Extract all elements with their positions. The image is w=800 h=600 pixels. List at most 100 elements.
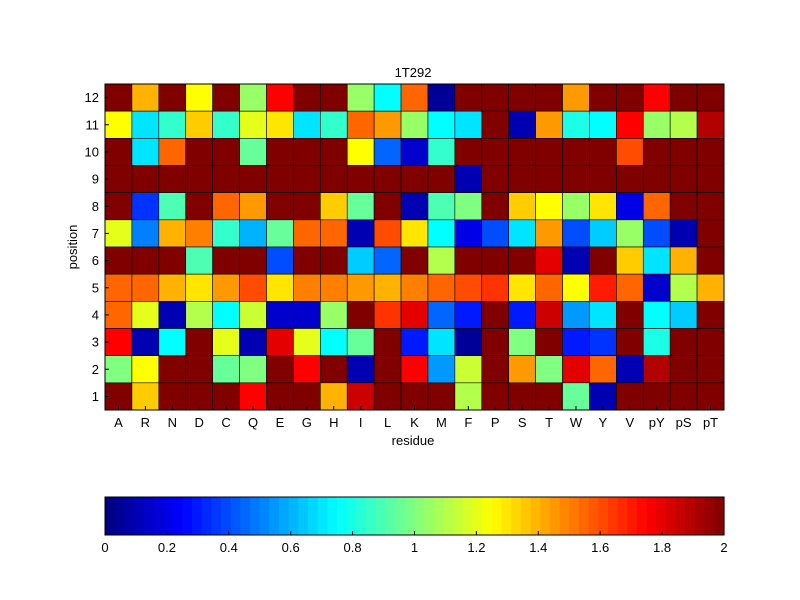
heatmap-cell [346, 328, 375, 356]
heatmap-cell [266, 110, 294, 139]
colorbar-segment [172, 497, 183, 535]
heatmap-cell [400, 301, 429, 329]
heatmap-cell [427, 328, 456, 356]
heatmap-cell [454, 83, 483, 112]
heatmap-cell [481, 328, 509, 356]
y-tick-label: 7 [92, 226, 99, 241]
heatmap-cell [185, 273, 213, 302]
heatmap-cell [400, 165, 429, 193]
heatmap-cell [427, 301, 456, 329]
heatmap-cell [696, 273, 725, 302]
heatmap-cell [239, 110, 267, 139]
heatmap-cell [535, 273, 563, 302]
heatmap-cell [373, 110, 402, 139]
colorbar-segment [588, 497, 599, 535]
heatmap-cell [212, 110, 240, 139]
heatmap-cell [239, 138, 267, 166]
heatmap-cell [104, 138, 133, 166]
heatmap-cell [346, 382, 375, 411]
heatmap-cell [158, 138, 187, 166]
x-tick-label: S [518, 415, 527, 430]
heatmap-cell [616, 165, 644, 193]
heatmap-cell [266, 328, 294, 356]
heatmap-cell [400, 328, 429, 356]
colorbar-segment [520, 497, 532, 535]
heatmap-cell [212, 138, 240, 166]
heatmap-cell [104, 83, 133, 112]
colorbar-segment [656, 497, 667, 535]
colorbar-segment [617, 497, 628, 535]
heatmap-cell [293, 138, 321, 166]
heatmap-cell [454, 165, 483, 193]
x-tick-label: pS [676, 415, 692, 430]
heatmap-cell [319, 273, 348, 302]
colorbar-segment [182, 497, 193, 535]
chart-title: 1T292 [395, 65, 432, 80]
heatmap-cell [239, 301, 267, 329]
x-tick-label: C [221, 415, 230, 430]
heatmap-cell [427, 246, 456, 275]
heatmap-cell [293, 273, 321, 302]
heatmap-cell [427, 110, 456, 139]
x-tick-label: Y [599, 415, 608, 430]
heatmap-cell [589, 192, 617, 221]
colorbar-segment [607, 497, 619, 535]
heatmap-cell [508, 165, 536, 193]
colorbar-segment [143, 497, 154, 535]
heatmap-cell [589, 219, 617, 248]
heatmap-cell [669, 301, 698, 329]
colorbar-segment [124, 497, 135, 535]
heatmap-cell [239, 355, 267, 384]
colorbar-tick-label: 0.2 [158, 540, 176, 555]
colorbar-segment [385, 497, 396, 535]
heatmap-cell [158, 355, 187, 384]
heatmap-cell [319, 110, 348, 139]
heatmap-cell [293, 328, 321, 356]
heatmap-cell [373, 328, 402, 356]
heatmap-cell [212, 192, 240, 221]
heatmap-cell [266, 382, 294, 411]
heatmap-cell [642, 328, 671, 356]
heatmap-cell [346, 355, 375, 384]
heatmap-cell [535, 328, 563, 356]
heatmap-cell [696, 246, 725, 275]
heatmap-cell [535, 165, 563, 193]
heatmap-cell [400, 83, 429, 112]
y-tick-label: 6 [92, 253, 99, 268]
heatmap-cell [427, 355, 456, 384]
heatmap-cell [319, 165, 348, 193]
colorbar-segment [346, 497, 358, 535]
colorbar-segment [636, 497, 648, 535]
heatmap-cell [508, 301, 536, 329]
heatmap-cell [104, 328, 133, 356]
heatmap-cell [266, 273, 294, 302]
x-tick-label: W [570, 415, 583, 430]
heatmap-cell [131, 219, 160, 248]
heatmap-cell [535, 355, 563, 384]
heatmap-cell [400, 246, 429, 275]
heatmap-cell [562, 328, 590, 356]
heatmap-cell [239, 246, 267, 275]
heatmap-cell [239, 165, 267, 193]
heatmap-cell [535, 83, 563, 112]
y-tick-label: 12 [85, 90, 99, 105]
heatmap-cell [589, 83, 617, 112]
heatmap-cell [535, 382, 563, 411]
y-tick-label: 11 [86, 117, 100, 132]
y-tick-label: 3 [92, 335, 99, 350]
heatmap-cell [400, 219, 429, 248]
heatmap-cell [616, 382, 644, 411]
heatmap-cell [266, 219, 294, 248]
colorbar-segment [327, 497, 338, 535]
colorbar-segment [366, 497, 377, 535]
heatmap-cell [212, 165, 240, 193]
heatmap-cell [454, 110, 483, 139]
heatmap-cell [212, 301, 240, 329]
heatmap-cell [696, 110, 725, 139]
heatmap-cell [400, 110, 429, 139]
heatmap-cell [669, 83, 698, 112]
heatmap-cell [373, 273, 402, 302]
heatmap-cell [562, 382, 590, 411]
